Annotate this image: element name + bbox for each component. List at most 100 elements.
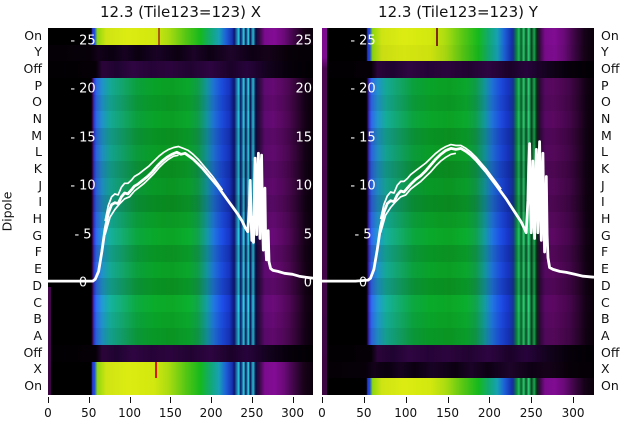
dipole-row-label-right-13-f: F bbox=[601, 244, 609, 260]
dipole-row-label-left-11-h: H bbox=[32, 211, 42, 227]
edge-strip bbox=[48, 287, 51, 395]
panel-title-y: 12.3 (Tile123=123) Y bbox=[378, 3, 538, 21]
x-tick-mark-x-250 bbox=[251, 397, 253, 403]
x-tick-mark-x-200 bbox=[211, 397, 213, 403]
heatmap-row-on-0 bbox=[48, 28, 313, 46]
dipole-row-label-right-5-n: N bbox=[601, 111, 611, 126]
inner-ytick-left-25: - 25 bbox=[350, 33, 376, 49]
dipole-row-label-left-8-k: K bbox=[33, 161, 42, 177]
edge-strip bbox=[322, 28, 327, 395]
dipole-row-label-left-3-p: P bbox=[34, 77, 42, 93]
dipole-row-label-right-3-p: P bbox=[601, 77, 609, 93]
inner-ytick-right-10: 10 bbox=[295, 178, 312, 194]
heatmap-row-d-15 bbox=[48, 278, 313, 296]
heatmap-row-y-1 bbox=[48, 44, 313, 62]
inner-ytick-right-20: 20 bbox=[295, 81, 312, 97]
dipole-row-label-left-5-n: N bbox=[32, 111, 42, 126]
x-tick-mark-y-100 bbox=[405, 397, 407, 403]
dipole-row-label-left-0-on: On bbox=[24, 27, 42, 43]
inner-ytick-right-5: 5 bbox=[303, 227, 312, 243]
dipole-row-label-right-11-h: H bbox=[601, 211, 611, 227]
flagged-channel-mark-0 bbox=[436, 28, 438, 46]
dipole-row-label-left-15-d: D bbox=[32, 277, 42, 293]
x-tick-label-x-150: 150 bbox=[158, 406, 182, 420]
heatmap-row-off-19 bbox=[322, 344, 594, 363]
inner-ytick-left-20: - 20 bbox=[350, 81, 376, 97]
heatmap-panel-x: - 25 25 - 20 20 - 15 15 - 10 10 - 5 5 0 0 bbox=[48, 28, 313, 395]
x-tick-mark-y-200 bbox=[489, 397, 491, 403]
dipole-row-label-left-1-y: Y bbox=[34, 44, 42, 60]
x-tick-mark-y-0 bbox=[322, 397, 323, 403]
heatmap-row-j-9 bbox=[48, 178, 313, 196]
dipole-row-label-right-2-off: Off bbox=[601, 60, 620, 76]
heatmap-row-f-13 bbox=[322, 244, 594, 263]
heatmap-row-p-3 bbox=[322, 78, 594, 96]
inner-ytick-left-15: - 15 bbox=[350, 130, 376, 146]
dipole-row-label-right-12-g: G bbox=[601, 227, 611, 243]
inner-ytick-left-10: - 10 bbox=[70, 178, 96, 194]
heatmap-row-d-15 bbox=[322, 278, 594, 296]
x-tick-label-y-50: 50 bbox=[356, 406, 372, 420]
heatmap-row-m-6 bbox=[322, 128, 594, 146]
dipole-row-label-left-12-g: G bbox=[32, 227, 42, 243]
x-tick-mark-y-50 bbox=[363, 397, 365, 403]
dipole-row-label-right-21-on: On bbox=[601, 377, 619, 393]
x-tick-mark-x-100 bbox=[129, 397, 131, 403]
x-tick-label-x-100: 100 bbox=[118, 406, 141, 420]
dipole-row-label-right-9-j: J bbox=[601, 177, 605, 193]
heatmap-row-x-20 bbox=[48, 361, 313, 379]
x-tick-mark-x-50 bbox=[88, 397, 90, 403]
inner-ytick-right-0: 0 bbox=[303, 275, 312, 291]
heatmap-row-on-21 bbox=[48, 378, 313, 395]
x-tick-mark-y-300 bbox=[573, 397, 575, 403]
dipole-row-label-left-16-c: C bbox=[33, 294, 42, 310]
dipole-row-label-left-20-x: X bbox=[33, 361, 42, 377]
inner-ytick-left-20: - 20 bbox=[70, 81, 96, 97]
dipole-row-label-right-15-d: D bbox=[601, 277, 611, 293]
x-tick-mark-x-0 bbox=[48, 397, 49, 403]
heatmap-row-x-20 bbox=[322, 361, 594, 379]
x-tick-label-x-200: 200 bbox=[199, 406, 223, 420]
heatmap-row-h-11 bbox=[48, 211, 313, 229]
heatmap-row-y-1 bbox=[322, 44, 594, 62]
heatmap-row-m-6 bbox=[48, 128, 313, 146]
dipole-row-label-right-10-i: I bbox=[601, 194, 605, 210]
dipole-row-label-left-18-a: A bbox=[33, 327, 42, 343]
heatmap-row-off-2 bbox=[48, 61, 313, 79]
heatmap-row-o-4 bbox=[48, 94, 313, 112]
dipole-row-label-right-4-o: O bbox=[601, 94, 611, 110]
heatmap-row-off-19 bbox=[48, 344, 313, 363]
x-tick-label-y-300: 300 bbox=[561, 406, 585, 420]
heatmap-row-p-3 bbox=[48, 78, 313, 96]
dipole-row-label-left-9-j: J bbox=[38, 177, 42, 193]
heatmap-row-e-14 bbox=[322, 261, 594, 279]
x-tick-mark-y-150 bbox=[447, 397, 449, 403]
dipole-row-label-left-4-o: O bbox=[32, 94, 42, 110]
panel-title-x: 12.3 (Tile123=123) X bbox=[99, 3, 261, 21]
x-tick-label-y-0: 0 bbox=[318, 406, 326, 420]
bandpass-line-plot bbox=[322, 140, 594, 283]
heatmap-row-b-17 bbox=[48, 311, 313, 329]
x-tick-mark-x-300 bbox=[292, 397, 294, 403]
heatmap-row-off-2 bbox=[322, 61, 594, 79]
dipole-row-label-left-2-off: Off bbox=[23, 60, 42, 76]
dipole-row-label-right-17-b: B bbox=[601, 311, 610, 327]
heatmap-row-c-16 bbox=[322, 294, 594, 313]
heatmap-row-o-4 bbox=[322, 94, 594, 112]
x-tick-label-y-200: 200 bbox=[477, 406, 501, 420]
inner-ytick-left-15: - 15 bbox=[70, 130, 96, 146]
dipole-row-label-right-20-x: X bbox=[601, 361, 610, 377]
dipole-row-label-right-6-m: M bbox=[601, 127, 612, 143]
bandpass-trace-echo-1 bbox=[104, 154, 179, 235]
x-tick-label-x-0: 0 bbox=[44, 406, 52, 420]
heatmap-row-k-8 bbox=[322, 161, 594, 179]
bandpass-trace-main bbox=[48, 150, 313, 283]
inner-ytick-left-25: - 25 bbox=[70, 33, 96, 49]
inner-ytick-left-0: 0 bbox=[78, 275, 88, 291]
dipole-row-label-left-6-m: M bbox=[31, 127, 42, 143]
heatmap-row-on-0 bbox=[322, 28, 594, 46]
x-tick-label-y-100: 100 bbox=[394, 406, 418, 420]
bandpass-trace-main bbox=[322, 140, 594, 283]
x-tick-label-y-250: 250 bbox=[519, 406, 543, 420]
